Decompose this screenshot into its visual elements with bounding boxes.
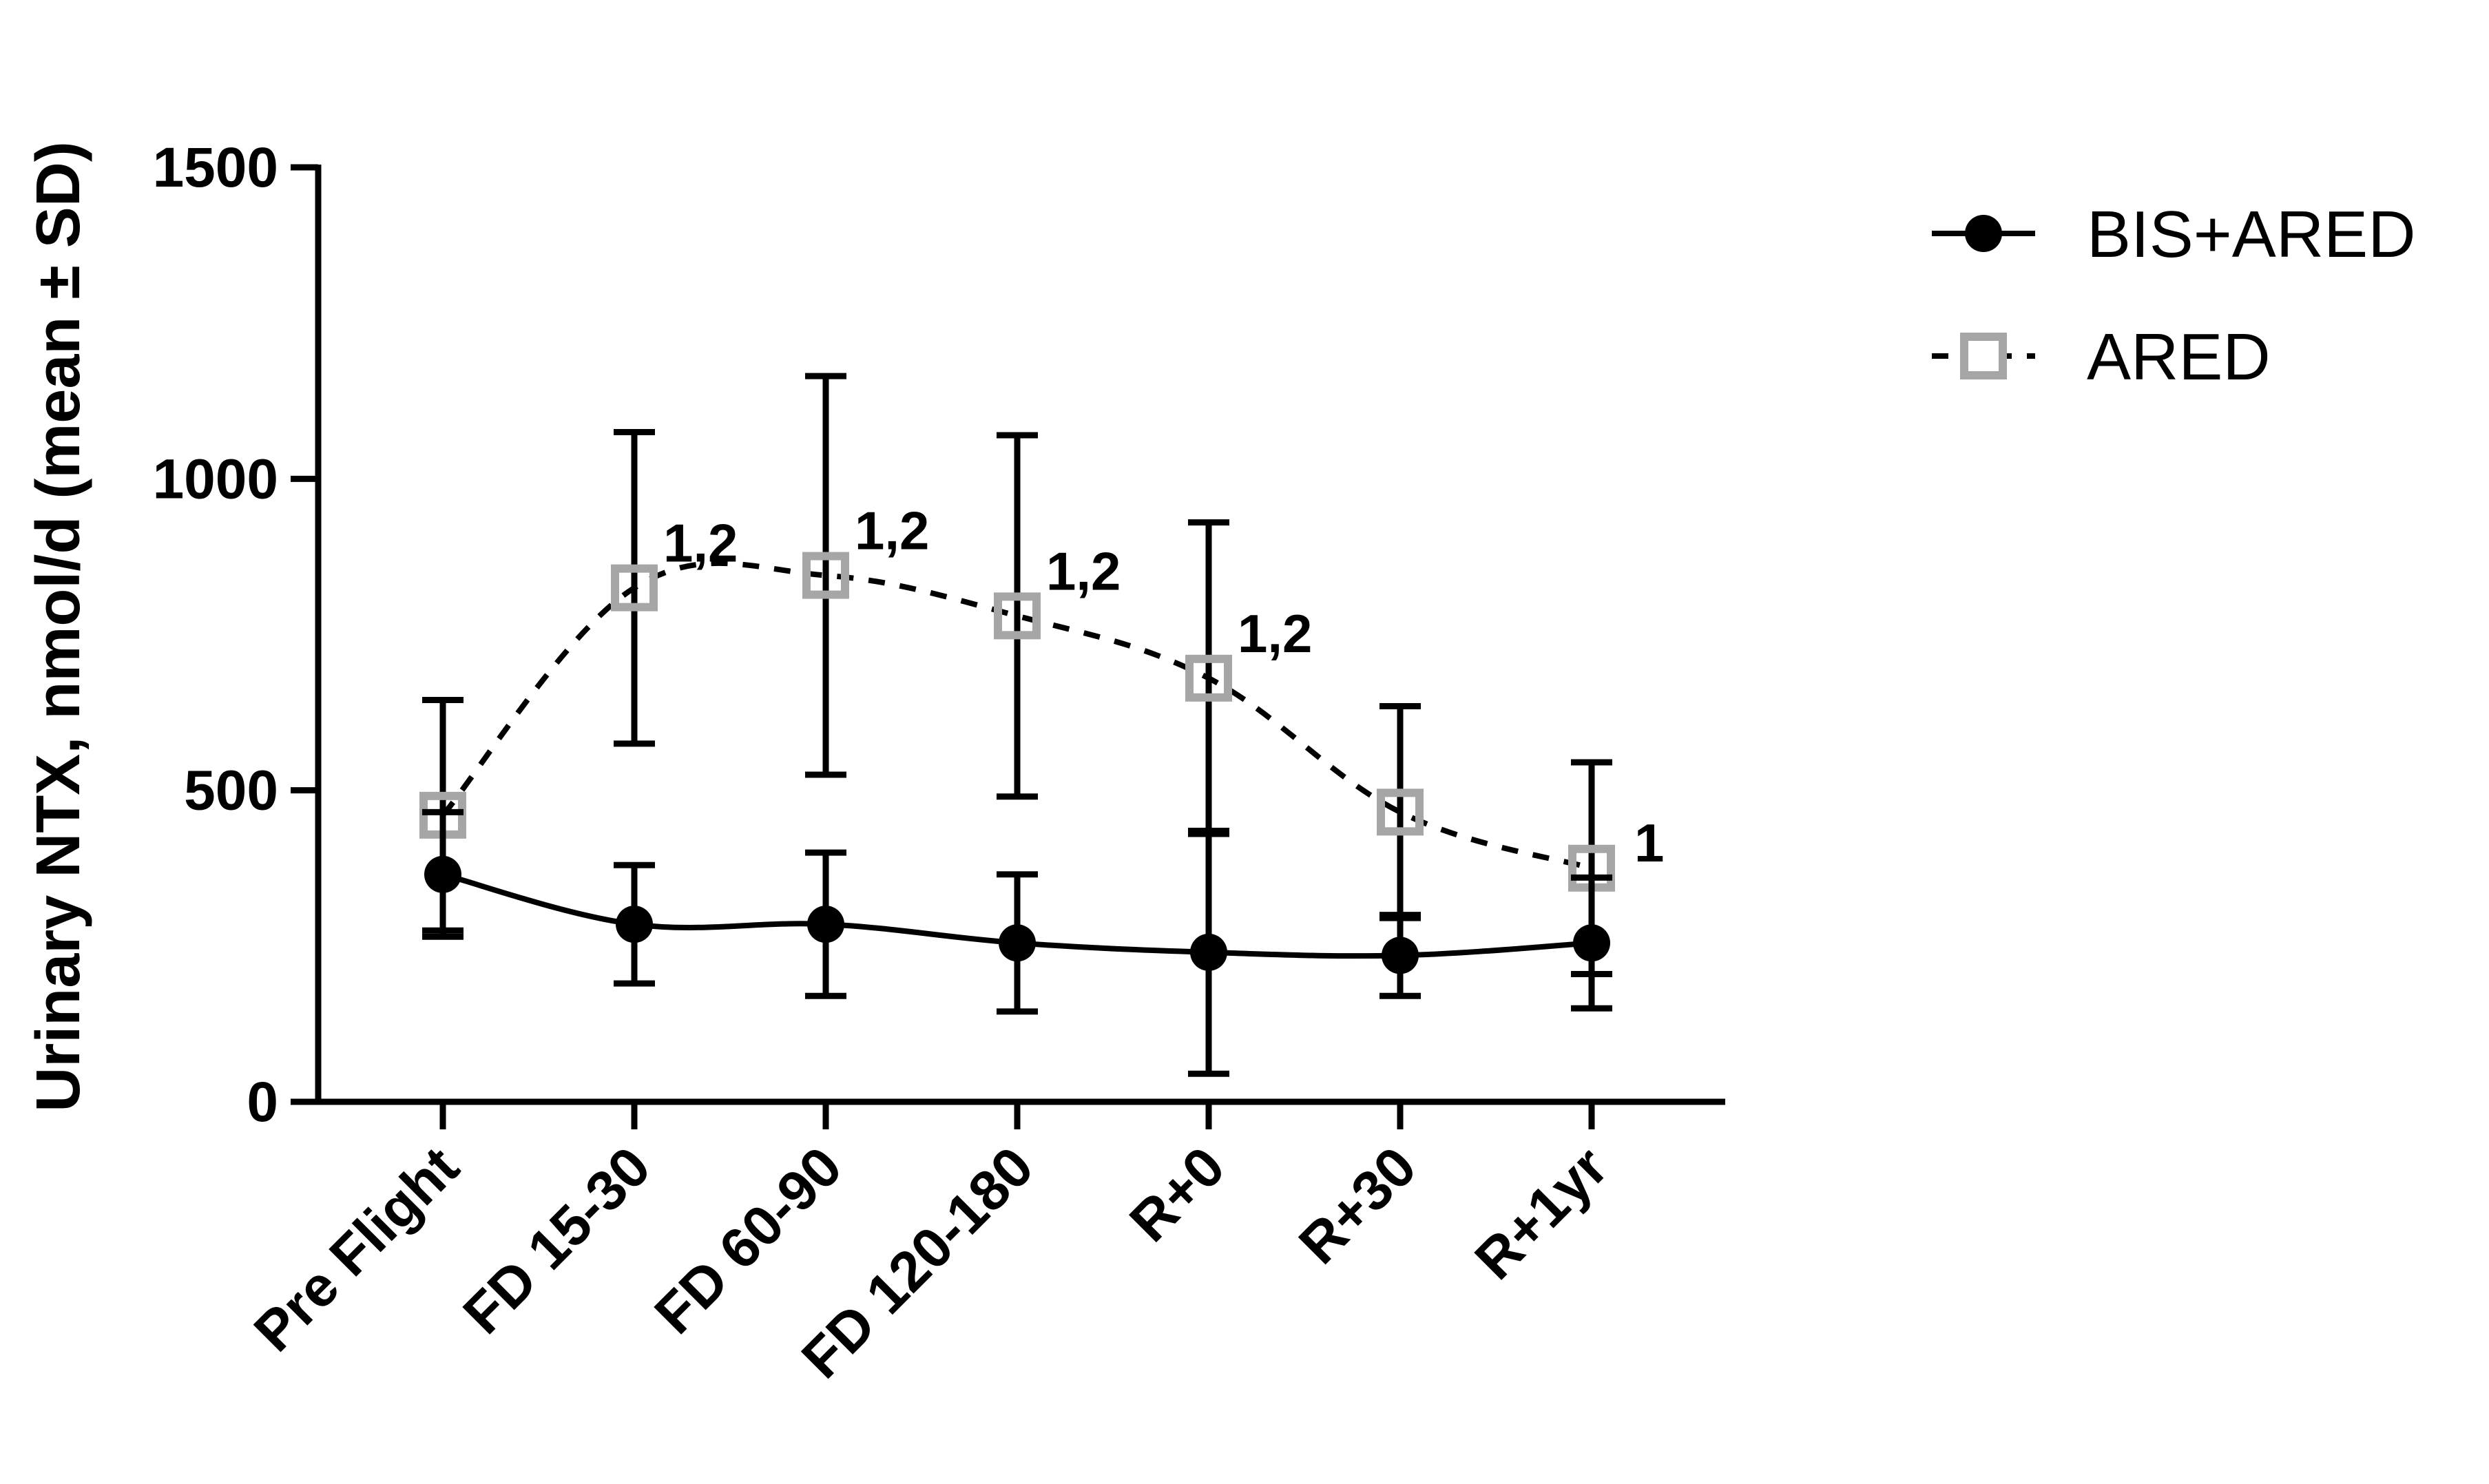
significance-annotation: 1,2	[663, 513, 738, 574]
data-point	[1190, 933, 1227, 971]
legend-marker	[1960, 333, 2007, 379]
y-ticks: 0 500 1000 1500	[153, 136, 318, 1133]
y-tick-label: 0	[247, 1071, 278, 1133]
significance-annotation: 1	[1634, 813, 1664, 873]
data-point	[802, 552, 849, 599]
data-point	[994, 592, 1041, 640]
series-layer: 1,2 1,2 1,2 1,2 1	[419, 373, 1664, 1077]
significance-annotation: 1,2	[1046, 541, 1121, 601]
legend-entry: ARED	[1932, 320, 2271, 394]
data-point	[424, 855, 461, 893]
series-ared: 1,2 1,2 1,2 1,2 1	[419, 373, 1664, 978]
legend-marker	[1965, 215, 2002, 252]
legend-entry: BIS+ARED	[1932, 198, 2416, 271]
data-point	[611, 564, 658, 612]
x-tick-label: R+0	[1118, 1135, 1236, 1253]
data-point	[1382, 937, 1419, 974]
x-tick-label: FD 15-30	[452, 1135, 663, 1346]
y-tick-label: 1500	[153, 136, 278, 199]
data-point	[1573, 924, 1610, 962]
x-tick-label: Pre Flight	[242, 1135, 471, 1363]
x-tick-label: R+30	[1287, 1135, 1428, 1276]
significance-annotation: 1,2	[1238, 603, 1312, 664]
y-axis-label: Urinary NTX, nmol/d (mean ± SD)	[24, 141, 93, 1112]
legend: BIS+ARED ARED	[1932, 198, 2416, 394]
data-point	[807, 906, 844, 943]
x-tick-label: R+1yr	[1464, 1135, 1620, 1291]
data-point	[1377, 788, 1424, 836]
significance-annotation: 1,2	[855, 501, 929, 561]
y-tick-label: 1000	[153, 448, 278, 510]
data-point	[1185, 654, 1232, 702]
y-tick-label: 500	[184, 760, 278, 822]
legend-label: ARED	[2087, 320, 2271, 394]
series-bis-ared	[422, 808, 1612, 1077]
legend-label: BIS+ARED	[2087, 198, 2416, 271]
data-point	[999, 924, 1036, 962]
data-point	[616, 906, 653, 943]
